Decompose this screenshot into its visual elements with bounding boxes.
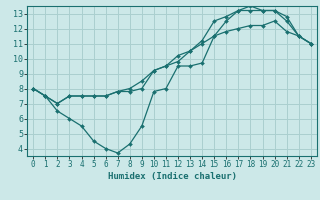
X-axis label: Humidex (Indice chaleur): Humidex (Indice chaleur): [108, 172, 236, 181]
